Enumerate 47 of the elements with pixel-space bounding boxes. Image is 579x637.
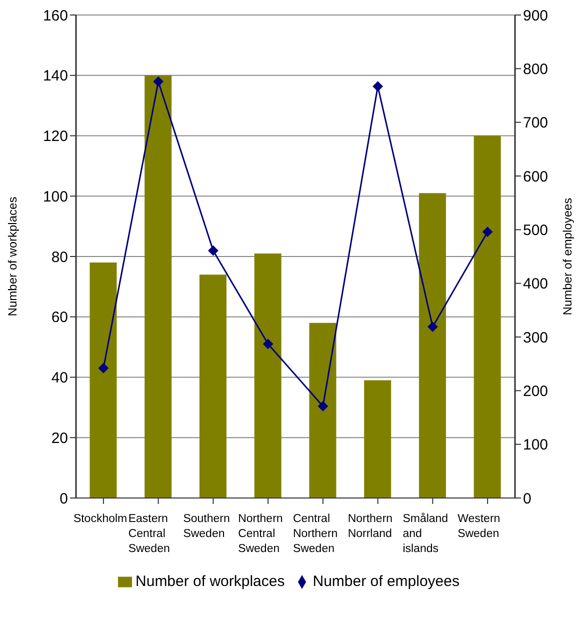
- point: [318, 401, 328, 412]
- point: [98, 363, 108, 374]
- bar: [309, 322, 336, 498]
- bar: [474, 136, 501, 498]
- y-tick-label: 140: [42, 68, 68, 85]
- y-axis-title: Number of workplaces: [5, 196, 20, 316]
- x-tick-label: Småland and islands: [402, 512, 448, 555]
- bar: [364, 380, 392, 498]
- y2-tick-label: 700: [523, 114, 548, 132]
- x-tick-label: Eastern Central Sweden: [128, 513, 170, 555]
- y-tick-label: 100: [42, 188, 68, 206]
- legend-label: Number of employees: [312, 573, 460, 590]
- point: [428, 322, 438, 332]
- y-tick-label: 40: [51, 370, 68, 387]
- y2-tick-label: 200: [523, 382, 548, 400]
- x-tick-label: Central Northern Sweden: [292, 513, 338, 555]
- bar: [199, 274, 226, 498]
- y-tick-label: 80: [51, 248, 68, 266]
- point: [482, 226, 493, 237]
- point: [208, 246, 218, 256]
- y-tick-label: 120: [42, 128, 68, 146]
- y2-tick-label: 800: [523, 60, 548, 78]
- legend-label: Number of workplaces: [136, 573, 285, 590]
- y2-tick-label: 100: [523, 436, 548, 454]
- y2-tick-label: 400: [523, 276, 548, 293]
- y2-tick-label: 600: [523, 168, 548, 186]
- bar: [254, 253, 282, 498]
- y2-tick-label: 0: [523, 490, 532, 508]
- y-tick-label: 60: [51, 309, 68, 326]
- y2-tick-label: 300: [523, 329, 548, 346]
- bar: [418, 193, 446, 498]
- x-tick-label: Stockholm: [73, 513, 128, 525]
- y-tick-label: 0: [60, 490, 68, 508]
- bar: [144, 75, 172, 498]
- x-tick-label: Northern Norrland: [348, 513, 393, 540]
- point: [372, 81, 383, 92]
- bar: [90, 262, 117, 498]
- x-tick-label: Southern Sweden: [183, 513, 230, 540]
- x-tick-label: Northern Central Sweden: [238, 513, 283, 555]
- y2-tick-label: 500: [523, 222, 548, 239]
- point: [263, 338, 274, 349]
- y2-tick-label: 900: [523, 7, 548, 24]
- y2-axis-title: Number of employees: [560, 198, 574, 316]
- y-tick-label: 20: [51, 430, 68, 447]
- y-tick-label: 160: [42, 7, 68, 24]
- x-tick-label: Western Sweden: [458, 513, 500, 540]
- point: [153, 76, 164, 87]
